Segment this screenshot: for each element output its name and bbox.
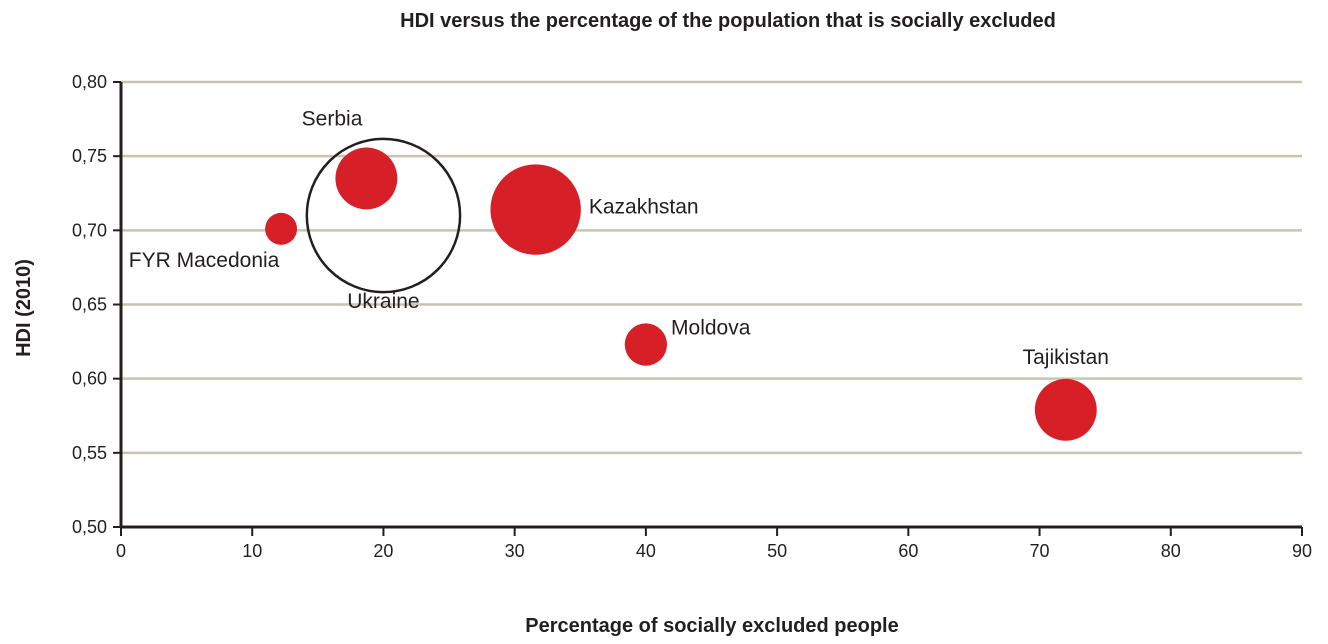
x-tick-label: 90 [1292,541,1312,561]
data-points [265,137,1097,441]
x-tick-label: 30 [505,541,525,561]
x-tick-label: 60 [898,541,918,561]
point-label-fyr-macedonia: FYR Macedonia [129,249,280,272]
y-axis-title: HDI (2010) [13,259,35,357]
bubble-tajikistan [1034,378,1097,441]
x-tick-label: 80 [1161,541,1181,561]
point-label-moldova: Moldova [671,317,751,340]
x-tick-label: 10 [242,541,262,561]
y-tick-label: 0,50 [72,517,107,537]
x-tick-label: 0 [116,541,126,561]
y-tick-label: 0,80 [72,72,107,92]
point-labels: FYR Macedonia Serbia Ukraine Kazakhstan Mold… [129,107,1109,368]
y-tick-label: 0,55 [72,443,107,463]
y-tick-label: 0,60 [72,369,107,389]
x-tick-label: 40 [636,541,656,561]
x-axis-title: Percentage of socially excluded people [525,615,898,637]
point-label-ukraine: Ukraine [347,290,419,313]
point-label-tajikistan: Tajikistan [1023,346,1109,369]
y-tick-label: 0,65 [72,295,107,315]
x-tick-label: 20 [373,541,393,561]
y-tick-label: 0,75 [72,146,107,166]
point-label-serbia: Serbia [302,107,363,130]
x-tick-label: 70 [1030,541,1050,561]
bubble-ukraine [305,137,462,294]
bubble-kazakhstan [490,164,581,255]
bubble-serbia [335,147,398,210]
bubble-moldova [624,323,668,366]
y-ticks: 0,50 0,55 0,60 0,65 0,70 0,75 0,80 [72,72,121,537]
gridlines [121,80,1302,455]
bubble-fyr-macedonia [265,212,298,245]
chart-title: HDI versus the percentage of the populat… [400,10,1056,32]
x-ticks: 0 10 20 30 40 50 60 70 80 90 [116,527,1312,561]
x-tick-label: 50 [767,541,787,561]
point-label-kazakhstan: Kazakhstan [589,196,699,219]
y-tick-label: 0,70 [72,220,107,240]
